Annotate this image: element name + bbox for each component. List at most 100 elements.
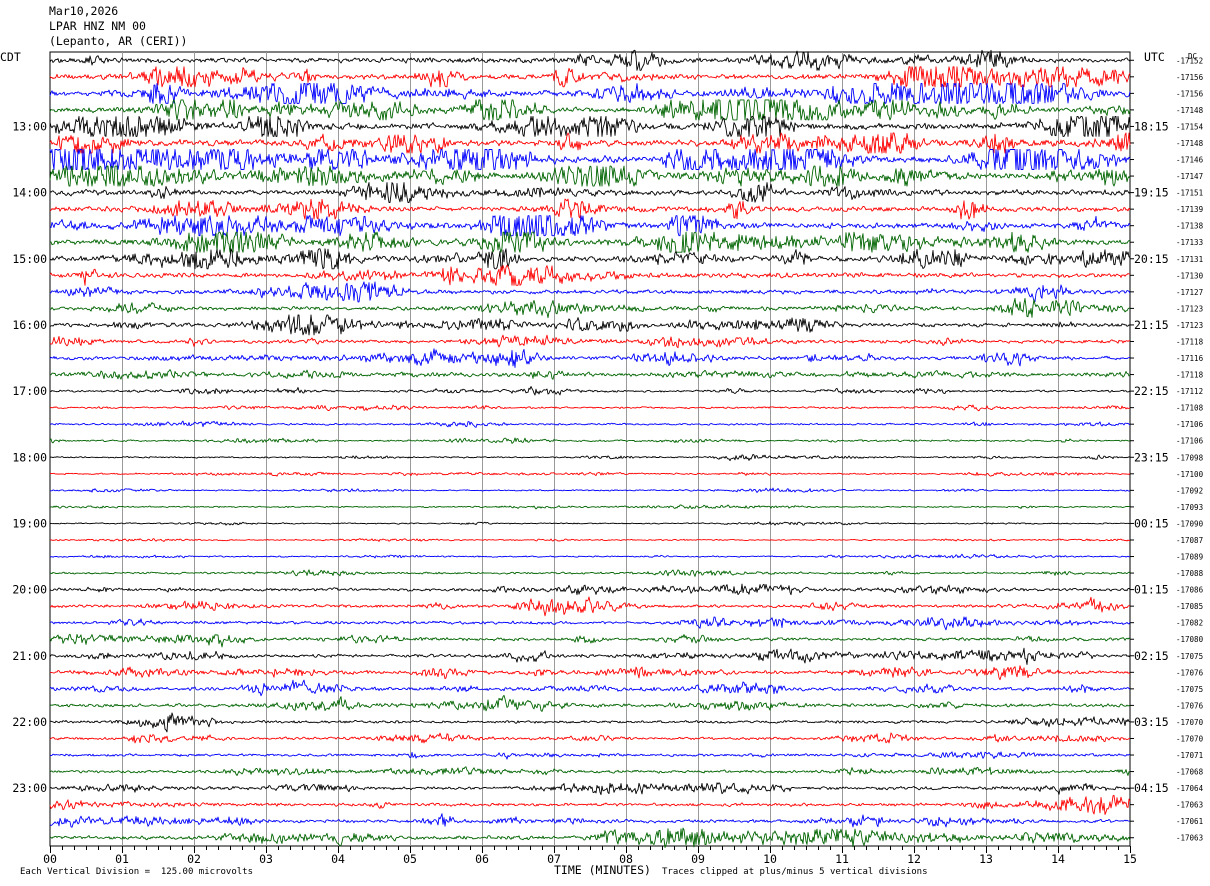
x-tick-label: 12 bbox=[907, 852, 921, 866]
seismic-trace bbox=[49, 732, 1131, 744]
seismic-trace bbox=[49, 264, 1131, 286]
seismic-trace bbox=[49, 132, 1131, 154]
x-tick-label: 06 bbox=[475, 852, 489, 866]
dc-offset-label: -17146 bbox=[1176, 156, 1204, 165]
seismic-trace bbox=[50, 471, 1131, 477]
dc-offset-label: -17139 bbox=[1176, 205, 1203, 214]
x-tick-label: 02 bbox=[187, 852, 201, 866]
dc-offset-label: -17063 bbox=[1176, 834, 1203, 843]
dc-offset-label: -17123 bbox=[1176, 321, 1203, 330]
dc-offset-label: -17123 bbox=[1176, 304, 1203, 313]
seismic-trace bbox=[50, 487, 1131, 493]
left-time-label: 16:00 bbox=[12, 318, 47, 332]
seismic-trace bbox=[49, 766, 1131, 776]
dc-offset-label: -17076 bbox=[1176, 668, 1204, 677]
x-tick-label: 05 bbox=[403, 852, 417, 866]
dc-offset-label: -17106 bbox=[1176, 420, 1204, 429]
dc-offset-label: -17108 bbox=[1176, 404, 1204, 413]
x-tick-label: 10 bbox=[763, 852, 777, 866]
seismic-trace bbox=[49, 616, 1131, 631]
dc-offset-label: -17156 bbox=[1176, 73, 1204, 82]
dc-offset-label: -17086 bbox=[1176, 586, 1204, 595]
dc-offset-label: -17089 bbox=[1176, 553, 1203, 562]
seismic-trace bbox=[49, 49, 1131, 71]
x-tick-label: 03 bbox=[259, 852, 273, 866]
seismic-trace bbox=[49, 182, 1131, 204]
seismic-trace bbox=[49, 813, 1131, 828]
dc-offset-label: -17087 bbox=[1176, 536, 1203, 545]
x-tick-label: 11 bbox=[835, 852, 849, 866]
dc-offset-label: -17063 bbox=[1176, 801, 1203, 810]
chart-date: Mar10,2026 bbox=[49, 4, 119, 18]
left-time-label: 20:00 bbox=[12, 583, 47, 597]
right-time-label: 19:15 bbox=[1134, 186, 1169, 200]
station-location: (Lepanto, AR (CERI)) bbox=[49, 34, 188, 48]
right-axis-label: UTC bbox=[1144, 50, 1165, 64]
seismic-trace bbox=[49, 82, 1131, 104]
right-time-label: 18:15 bbox=[1134, 119, 1169, 133]
dc-offset-label: -17092 bbox=[1176, 486, 1203, 495]
seismic-trace bbox=[49, 751, 1131, 760]
dc-label: DC bbox=[1188, 52, 1197, 61]
seismic-trace bbox=[49, 348, 1131, 368]
x-tick-label: 04 bbox=[331, 852, 345, 866]
x-tick-label: 13 bbox=[979, 852, 993, 866]
seismic-trace bbox=[49, 165, 1131, 187]
seismic-trace bbox=[49, 437, 1131, 444]
dc-offset-label: -17116 bbox=[1176, 354, 1204, 363]
x-tick-label: 01 bbox=[115, 852, 129, 866]
left-time-label: 21:00 bbox=[12, 649, 47, 663]
dc-offset-label: -17127 bbox=[1176, 288, 1203, 297]
seismic-trace bbox=[49, 583, 1131, 596]
right-time-label: 20:15 bbox=[1134, 252, 1169, 266]
x-tick-label: 09 bbox=[691, 852, 705, 866]
seismic-trace bbox=[49, 665, 1131, 681]
seismic-trace bbox=[49, 99, 1131, 121]
seismic-trace bbox=[49, 66, 1131, 88]
station-name: LPAR HNZ NM 00 bbox=[49, 19, 146, 33]
vertical-division-note: Each Vertical Division = 125.00 microvol… bbox=[20, 867, 253, 877]
dc-offset-label: -17068 bbox=[1176, 768, 1204, 777]
seismic-trace bbox=[49, 504, 1131, 510]
dc-offset-label: -17070 bbox=[1176, 718, 1204, 727]
right-time-label: 03:15 bbox=[1134, 715, 1169, 729]
left-time-label: 22:00 bbox=[12, 715, 47, 729]
dc-offset-label: -17093 bbox=[1176, 503, 1203, 512]
dc-offset-label: -17100 bbox=[1176, 470, 1204, 479]
seismic-trace bbox=[49, 420, 1131, 428]
left-time-label: 14:00 bbox=[12, 186, 47, 200]
dc-offset-label: -17130 bbox=[1176, 271, 1204, 280]
left-time-label: 23:00 bbox=[12, 781, 47, 795]
dc-offset-label: -17118 bbox=[1176, 337, 1204, 346]
x-axis-title: TIME (MINUTES) bbox=[554, 863, 651, 877]
seismic-trace bbox=[49, 538, 1131, 542]
dc-offset-label: -17106 bbox=[1176, 437, 1204, 446]
right-time-label: 23:15 bbox=[1134, 450, 1169, 464]
seismic-trace bbox=[49, 553, 1131, 559]
left-time-label: 17:00 bbox=[12, 384, 47, 398]
seismic-trace bbox=[49, 596, 1131, 617]
dc-offset-label: -17131 bbox=[1176, 255, 1203, 264]
dc-offset-label: -17154 bbox=[1176, 122, 1204, 131]
seismic-trace bbox=[49, 794, 1131, 815]
dc-offset-label: -17085 bbox=[1176, 602, 1203, 611]
dc-offset-label: -17112 bbox=[1176, 387, 1203, 396]
dc-offset-label: -17071 bbox=[1176, 751, 1203, 760]
dc-offset-label: -17080 bbox=[1176, 635, 1204, 644]
seismic-trace bbox=[49, 782, 1131, 796]
seismic-trace bbox=[49, 281, 1131, 303]
seismic-trace bbox=[49, 369, 1131, 380]
seismic-trace bbox=[49, 404, 1131, 412]
seismic-trace bbox=[49, 694, 1131, 712]
seismic-trace bbox=[49, 231, 1131, 253]
right-time-label: 00:15 bbox=[1134, 516, 1169, 530]
seismic-trace bbox=[49, 679, 1131, 697]
x-tick-label: 14 bbox=[1051, 852, 1065, 866]
right-time-label: 01:15 bbox=[1134, 583, 1169, 597]
right-time-label: 22:15 bbox=[1134, 384, 1169, 398]
left-axis-label: CDT bbox=[0, 50, 21, 64]
dc-offset-label: -17090 bbox=[1176, 519, 1204, 528]
dc-offset-label: -17075 bbox=[1176, 685, 1203, 694]
left-time-label: 15:00 bbox=[12, 252, 47, 266]
dc-offset-label: -17156 bbox=[1176, 89, 1204, 98]
